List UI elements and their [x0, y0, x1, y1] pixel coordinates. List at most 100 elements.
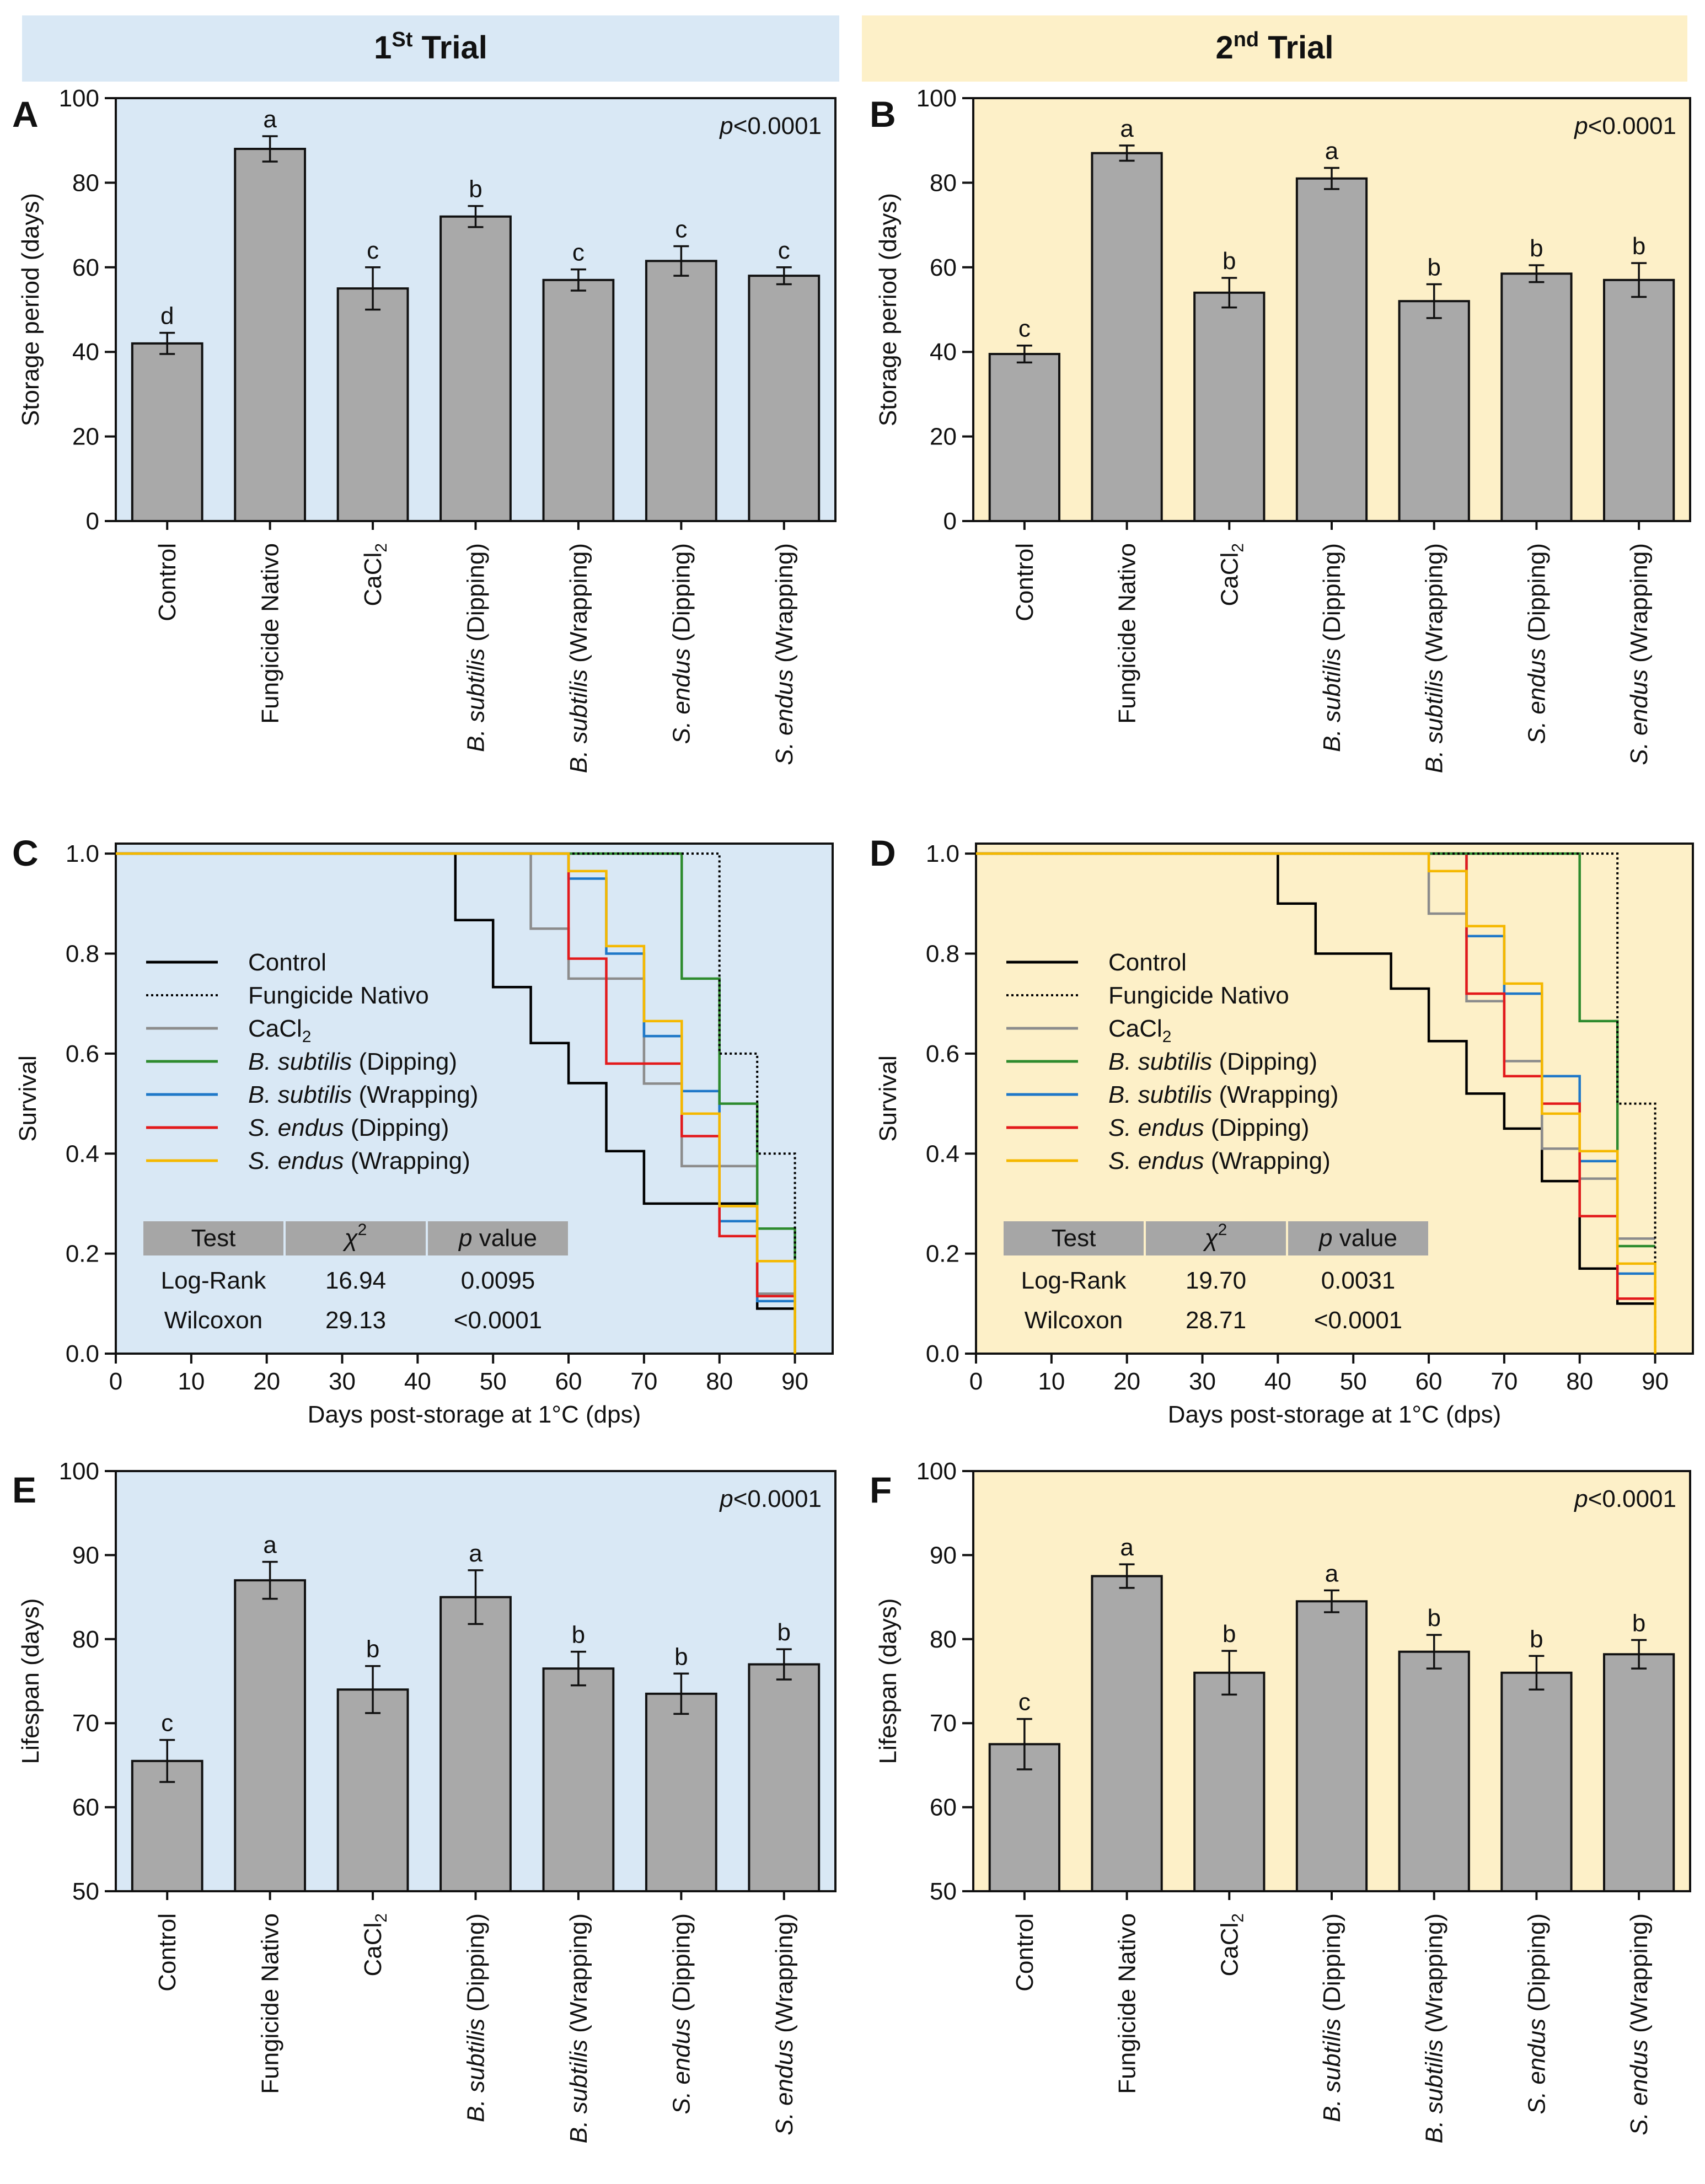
x-tick-label: 50: [480, 1368, 507, 1395]
category-label: Control: [154, 543, 181, 621]
x-tick-label: 40: [404, 1368, 431, 1395]
category-label: S. endus (Wrapping): [771, 543, 798, 765]
table-cell: 19.70: [1186, 1267, 1246, 1294]
series-line-b-subtilis-dipping: [116, 852, 796, 1354]
category-label: B. subtilis (Dipping): [463, 543, 490, 752]
bar-5: [542, 1667, 615, 1892]
significance-letter: b: [1427, 1605, 1440, 1632]
x-tick-label: 50: [1340, 1368, 1367, 1395]
series-line-s-endus-wrapping: [976, 852, 1656, 1354]
category-label: B. subtilis (Wrapping): [1421, 1913, 1448, 2143]
y-tick-label: 100: [59, 1458, 99, 1485]
bar-7: [1603, 1653, 1675, 1892]
category-label: Control: [154, 1913, 181, 1992]
legend-label: S. endus (Dipping): [1108, 1114, 1309, 1141]
bar-2: [234, 1579, 307, 1893]
significance-letter: b: [1632, 233, 1645, 260]
panel-letter: F: [870, 1469, 892, 1510]
panel-letter: A: [12, 94, 39, 135]
p-value-label: p<0.0001: [719, 1485, 822, 1512]
category-label: S. endus (Wrapping): [771, 1913, 798, 2135]
y-tick-label: 40: [72, 339, 99, 366]
table-header-cell: [1288, 1221, 1428, 1255]
y-tick-label: 0.4: [66, 1140, 99, 1167]
series-line-s-endus-wrapping: [116, 852, 796, 1354]
significance-letter: c: [1018, 1689, 1031, 1716]
category-label: S. endus (Dipping): [1523, 543, 1550, 744]
significance-letter: b: [778, 1619, 791, 1646]
significance-letter: c: [572, 239, 585, 266]
y-tick-label: 1.0: [926, 840, 959, 867]
bar-2: [234, 148, 307, 523]
legend-label: B. subtilis (Dipping): [1108, 1048, 1317, 1075]
y-tick-label: 70: [930, 1710, 957, 1737]
y-tick-label: 0.2: [926, 1241, 959, 1268]
legend-label: S. endus (Wrapping): [1108, 1147, 1331, 1174]
significance-letter: a: [263, 106, 277, 133]
y-tick-label: 60: [930, 254, 957, 281]
p-value-label: p<0.0001: [719, 112, 822, 139]
x-tick-label: 80: [1566, 1368, 1593, 1395]
series-line-fungicide-nativo: [116, 852, 796, 1354]
significance-letter: c: [161, 1710, 173, 1737]
x-tick-label: 10: [178, 1368, 205, 1395]
y-tick-label: 0.0: [926, 1340, 959, 1367]
legend-label: B. subtilis (Wrapping): [1108, 1081, 1338, 1108]
bar-3: [1193, 291, 1266, 522]
bar-3: [336, 1688, 409, 1892]
table-cell: <0.0001: [454, 1307, 542, 1334]
category-label: B. subtilis (Dipping): [463, 1913, 490, 2122]
y-tick-label: 0.8: [66, 941, 99, 968]
x-tick-label: 20: [253, 1368, 280, 1395]
table-header-cell: [428, 1221, 568, 1255]
series-line-cacl2: [976, 852, 1655, 1240]
significance-letter: b: [1530, 1625, 1543, 1652]
y-tick-label: 80: [72, 1626, 99, 1653]
y-axis-label: Storage period (days): [875, 193, 902, 426]
table-header-label: χ2: [342, 1221, 367, 1252]
category-label: Control: [1011, 1913, 1038, 1992]
significance-letter: b: [1530, 235, 1543, 262]
significance-letter: a: [1325, 138, 1339, 165]
y-tick-label: 0.4: [926, 1140, 959, 1167]
y-tick-label: 80: [72, 169, 99, 196]
category-label: CaCl2: [1216, 1913, 1247, 1976]
significance-letter: c: [675, 216, 687, 243]
significance-letter: d: [160, 303, 174, 330]
x-tick-label: 0: [969, 1368, 983, 1395]
panel-letter: B: [870, 94, 896, 135]
y-tick-label: 60: [930, 1794, 957, 1821]
panel-B: B 0 20 40 60 80 100 Storage period (days) p<0.00…: [870, 85, 1691, 773]
bar-6: [1500, 272, 1573, 522]
table-cell: 16.94: [325, 1267, 386, 1294]
significance-letter: b: [469, 176, 482, 203]
bar-1: [131, 342, 203, 522]
table-header-cell: [1004, 1221, 1144, 1255]
legend-label: Fungicide Nativo: [248, 982, 429, 1009]
bar-4: [439, 1596, 512, 1893]
category-label: Fungicide Nativo: [1114, 543, 1141, 724]
category-label: CaCl2: [360, 1913, 390, 1976]
y-tick-label: 100: [916, 85, 957, 112]
x-tick-label: 10: [1038, 1368, 1065, 1395]
x-tick-label: 60: [1416, 1368, 1443, 1395]
bar-5: [1398, 1650, 1470, 1892]
y-axis-label: Lifespan (days): [875, 1598, 902, 1764]
y-tick-label: 60: [72, 254, 99, 281]
x-tick-label: 90: [781, 1368, 808, 1395]
y-axis-label: Lifespan (days): [17, 1598, 44, 1764]
plot-area: [115, 843, 834, 1355]
y-tick-label: 20: [930, 423, 957, 450]
significance-letter: b: [366, 1636, 379, 1663]
y-tick-label: 0: [86, 508, 99, 535]
bar-4: [439, 215, 512, 522]
table-cell: 29.13: [325, 1307, 386, 1334]
y-tick-label: 20: [72, 423, 99, 450]
bar-3: [336, 287, 409, 523]
y-tick-label: 50: [930, 1878, 957, 1905]
y-tick-label: 0.6: [926, 1040, 959, 1067]
category-label: CaCl2: [360, 543, 390, 606]
x-tick-label: 90: [1642, 1368, 1669, 1395]
table-cell: Wilcoxon: [164, 1307, 263, 1334]
